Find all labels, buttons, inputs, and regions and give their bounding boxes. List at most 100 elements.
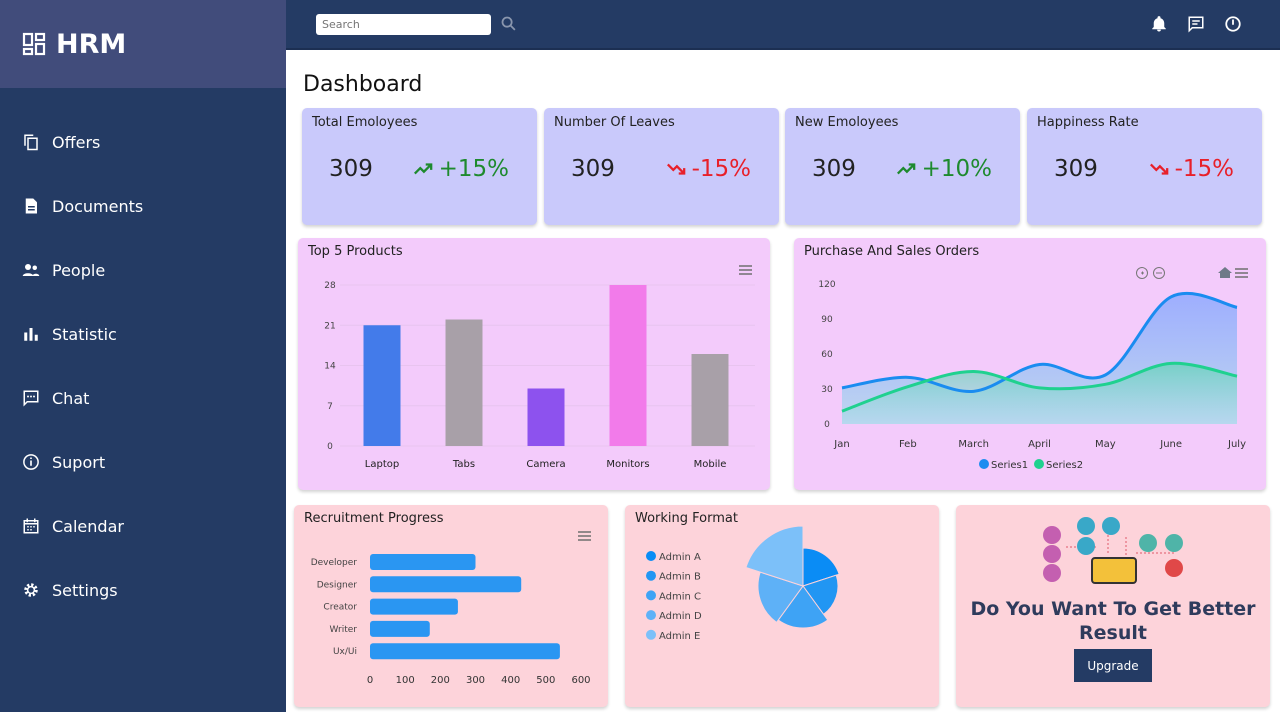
bar [370,643,560,660]
top-products-chart: 0 7 14 21 28 Laptop Tabs Camera Monitors Mobile [324,265,755,470]
sidebar-item-offers[interactable]: Offers [0,110,286,174]
x-tick-label: Jan [833,439,849,450]
app-logo[interactable]: HRM [0,0,286,88]
polar-slice [777,585,829,629]
legend-label: Admin A [659,552,701,563]
people-icon [22,264,40,276]
y-tick-label: Designer [317,580,358,590]
sidebar-item-people[interactable]: People [0,238,286,302]
sidebar-item-chat[interactable]: Chat [0,366,286,430]
card-title: Recruitment Progress [304,511,444,526]
zoom-in-icon[interactable] [1136,267,1148,279]
sidebar-item-suport[interactable]: Suport [0,430,286,494]
zoom-glyphs [1141,271,1162,275]
stat-label: Number Of Leaves [554,115,675,130]
polar-slice [757,571,804,624]
y-tick-label: Creator [323,603,357,613]
trend-up-icon [896,163,915,175]
bar [370,620,430,637]
legend-label: Admin C [659,591,701,602]
app-name: HRM [56,28,127,60]
menu-icon[interactable] [1235,268,1248,278]
zoom-out-icon[interactable] [1153,267,1165,279]
x-tick-label: 600 [571,675,590,686]
sidebar-item-documents[interactable]: Documents [0,174,286,238]
y-tick-label: 14 [324,362,336,372]
stat-change: +10% [921,156,992,182]
search-input[interactable] [316,14,491,35]
home-icon[interactable] [1218,267,1232,278]
chat-icon [23,390,39,407]
polar-slice [802,547,840,587]
sidebar-item-label: Calendar [52,516,124,536]
x-tick-label: Monitors [606,459,649,470]
legend-marker [646,551,656,561]
sidebar: HRM Offers Documents People Statistic Chat Su… [0,0,286,712]
stat-change: -15% [691,156,751,182]
menu-icon[interactable] [578,531,591,541]
x-tick-label: 0 [367,675,373,686]
x-tick-label: Camera [526,459,565,470]
power-icon[interactable] [1224,15,1242,33]
y-tick-label: 90 [821,315,833,325]
stat-value: 309 [329,156,373,182]
calendar-icon [23,518,39,534]
bar [527,388,565,446]
sidebar-item-label: Chat [52,388,90,408]
stat-card: Total Emoloyees 309 +15% [302,108,537,225]
menu-icon[interactable] [739,265,752,275]
sidebar-item-label: Settings [52,580,118,600]
stat-card: Happiness Rate 309 -15% [1027,108,1262,225]
sidebar-item-calendar[interactable]: Calendar [0,494,286,558]
info-icon [23,454,39,470]
recruitment-chart: Developer Designer Creator Writer Ux/Ui 0 100 2… [311,531,591,686]
y-tick-label: 30 [821,385,833,395]
polar-slice [802,574,839,616]
legend-label: Series1 [991,460,1028,471]
upgrade-button[interactable]: Upgrade [1074,649,1152,682]
x-tick-label: Feb [899,439,917,450]
upgrade-card: Do You Want To Get Better Result Upgrade [956,505,1270,707]
legend-label: Series2 [1046,460,1083,471]
sidebar-item-label: Documents [52,196,144,216]
trend-down-icon [1149,163,1168,175]
people-network-illustration [1043,517,1183,584]
working-format-card: Working Format Admin A Admin B Admin C Admi… [625,505,939,707]
x-tick-label: July [1227,439,1246,450]
bar [363,325,401,446]
sidebar-item-settings[interactable]: Settings [0,558,286,622]
x-tick-label: Laptop [365,459,399,470]
y-tick-label: 60 [821,350,833,360]
stat-label: Total Emoloyees [312,115,418,130]
sidebar-item-label: People [52,260,106,280]
y-tick-label: 7 [327,402,333,412]
x-tick-label: 300 [466,675,485,686]
trend-down-icon [666,163,685,175]
x-tick-label: Tabs [452,459,475,470]
bar-chart-icon [24,328,38,341]
x-tick-label: March [958,439,988,450]
bell-icon[interactable] [1150,15,1168,33]
search-icon[interactable] [500,15,517,32]
y-tick-label: Ux/Ui [333,647,357,657]
card-title: Purchase And Sales Orders [804,244,980,259]
recruitment-card: Recruitment Progress Developer Designer Cr… [294,505,608,707]
y-tick-label: Developer [311,558,358,568]
stat-label: New Emoloyees [795,115,899,130]
legend-marker [646,610,656,621]
legend-marker [1034,459,1044,469]
series-line [841,361,1238,413]
top-header [286,0,1280,50]
message-icon[interactable] [1186,15,1206,33]
x-tick-label: 200 [431,675,450,686]
bar [691,354,729,446]
stat-value: 309 [1054,156,1098,182]
x-tick-label: May [1095,439,1116,450]
sidebar-item-statistic[interactable]: Statistic [0,302,286,366]
page-title: Dashboard [303,72,423,97]
y-tick-label: Writer [330,625,358,635]
y-tick-label: 21 [324,321,335,331]
sidebar-item-label: Statistic [52,324,117,344]
card-title: Working Format [635,511,738,526]
y-tick-label: 0 [824,420,830,430]
